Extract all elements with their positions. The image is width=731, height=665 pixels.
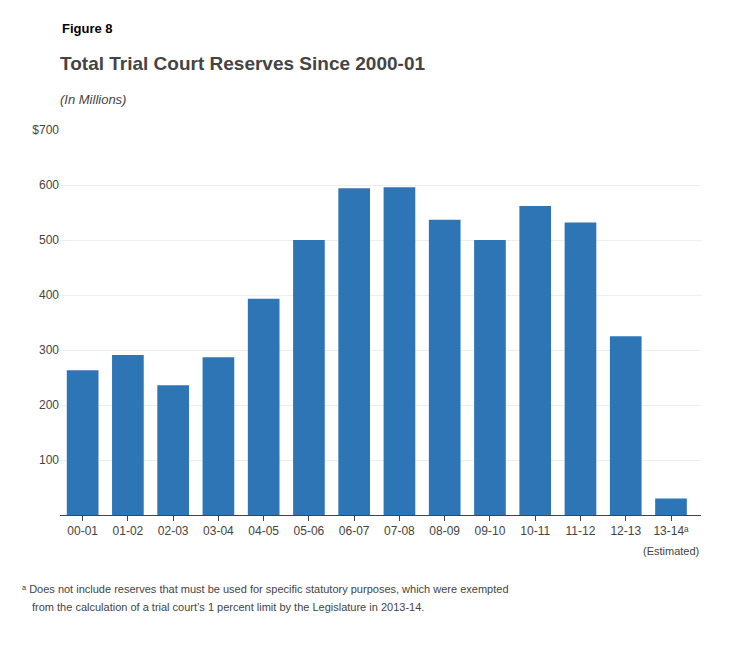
- svg-text:01-02: 01-02: [113, 524, 144, 538]
- svg-text:Total Trial Court Reserves Sin: Total Trial Court Reserves Since 2000-01: [60, 53, 425, 74]
- svg-text:03-04: 03-04: [203, 524, 234, 538]
- svg-text:500: 500: [39, 233, 59, 247]
- svg-text:07-08: 07-08: [384, 524, 415, 538]
- svg-text:09-10: 09-10: [475, 524, 506, 538]
- svg-text:06-07: 06-07: [339, 524, 370, 538]
- svg-text:100: 100: [39, 453, 59, 467]
- svg-text:08-09: 08-09: [429, 524, 460, 538]
- svg-text:ᵃ Does not include reserves th: ᵃ Does not include reserves that must be…: [22, 583, 509, 595]
- svg-text:02-03: 02-03: [158, 524, 189, 538]
- svg-text:(In Millions): (In Millions): [60, 92, 126, 107]
- svg-text:400: 400: [39, 288, 59, 302]
- svg-text:from the calculation of a tria: from the calculation of a trial court’s …: [32, 601, 424, 613]
- svg-text:13-14ᵃ: 13-14ᵃ: [653, 524, 689, 538]
- svg-text:Figure 8: Figure 8: [62, 21, 113, 36]
- svg-text:600: 600: [39, 178, 59, 192]
- svg-text:00-01: 00-01: [67, 524, 98, 538]
- svg-text:10-11: 10-11: [520, 524, 550, 538]
- svg-text:300: 300: [39, 343, 59, 357]
- svg-text:200: 200: [39, 398, 59, 412]
- svg-text:(Estimated): (Estimated): [643, 545, 699, 557]
- svg-text:05-06: 05-06: [294, 524, 325, 538]
- svg-text:11-12: 11-12: [566, 524, 596, 538]
- svg-text:12-13: 12-13: [610, 524, 641, 538]
- svg-text:04-05: 04-05: [248, 524, 279, 538]
- svg-text:$700: $700: [32, 123, 59, 137]
